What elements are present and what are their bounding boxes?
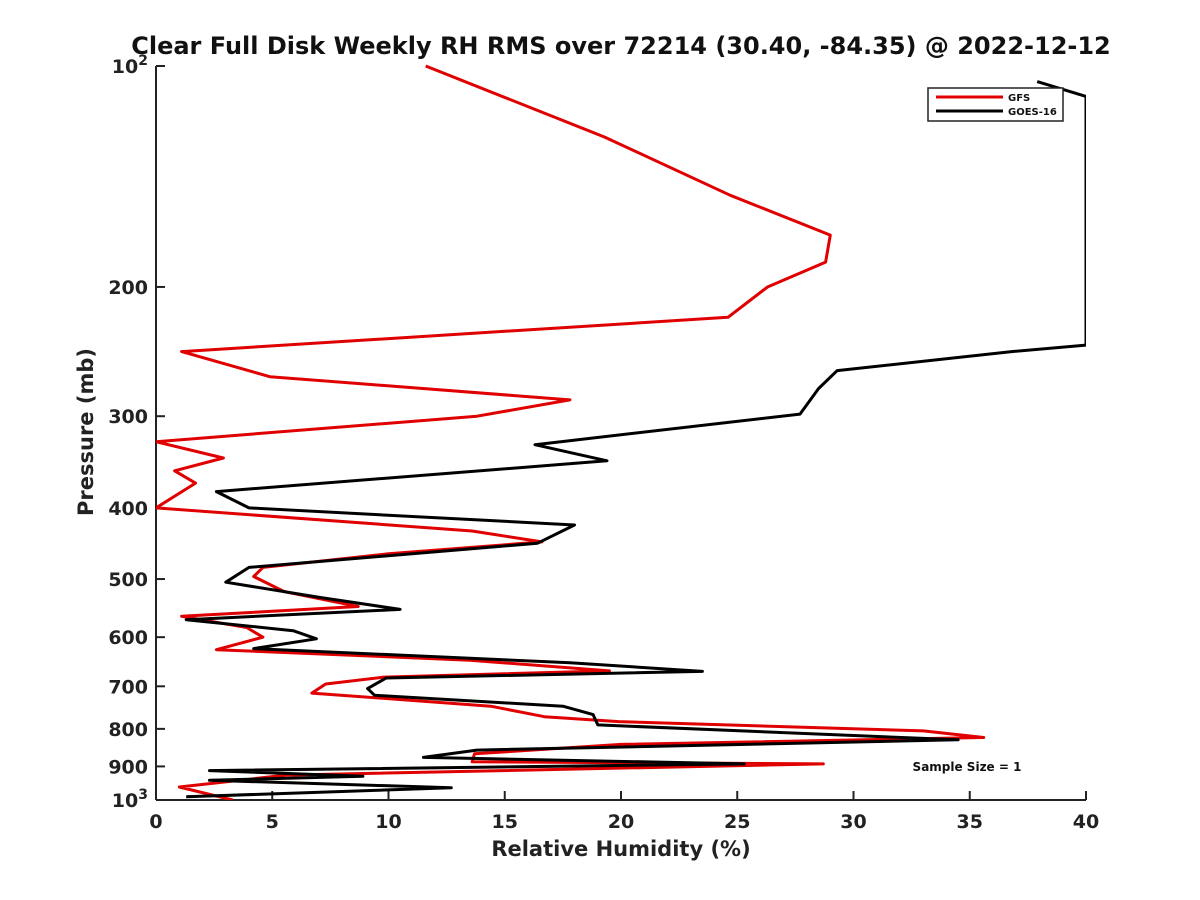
legend-label: GFS: [1008, 93, 1030, 104]
series-line-gfs: [156, 64, 986, 800]
y-tick-label: 103: [112, 787, 148, 812]
x-tick-label: 40: [1073, 811, 1099, 833]
y-tick-label: 300: [108, 406, 148, 428]
chart-title: Clear Full Disk Weekly RH RMS over 72214…: [131, 32, 1111, 60]
series-layer: [156, 64, 1086, 800]
x-tick-label: 20: [608, 811, 634, 833]
sample-size-annotation: Sample Size = 1: [913, 760, 1022, 774]
x-tick-label: 35: [957, 811, 983, 833]
axes: 0 5 10 15 20 25 30 35 40 102 200 300 400 500 600 700 800…: [108, 53, 1099, 833]
series-line-goes-16: [184, 80, 1086, 799]
legend: GFS GOES-16: [927, 87, 1064, 122]
x-tick-label: 10: [375, 811, 401, 833]
x-tick-label: 0: [149, 811, 162, 833]
x-tick-label: 5: [266, 811, 279, 833]
legend-label: GOES-16: [1008, 107, 1057, 118]
y-tick-label: 102: [112, 53, 148, 78]
x-axis-label: Relative Humidity (%): [491, 837, 750, 861]
y-tick-label: 900: [108, 756, 148, 778]
y-tick-label: 200: [108, 277, 148, 299]
y-tick-label: 500: [108, 569, 148, 591]
y-axis-label: Pressure (mb): [74, 348, 98, 516]
x-tick-label: 25: [724, 811, 750, 833]
x-tick-label: 30: [840, 811, 866, 833]
y-tick-label: 400: [108, 498, 148, 520]
y-tick-label: 700: [108, 676, 148, 698]
legend-box: [927, 87, 1064, 122]
y-tick-label: 800: [108, 719, 148, 741]
x-tick-label: 15: [492, 811, 518, 833]
y-tick-label: 600: [108, 627, 148, 649]
